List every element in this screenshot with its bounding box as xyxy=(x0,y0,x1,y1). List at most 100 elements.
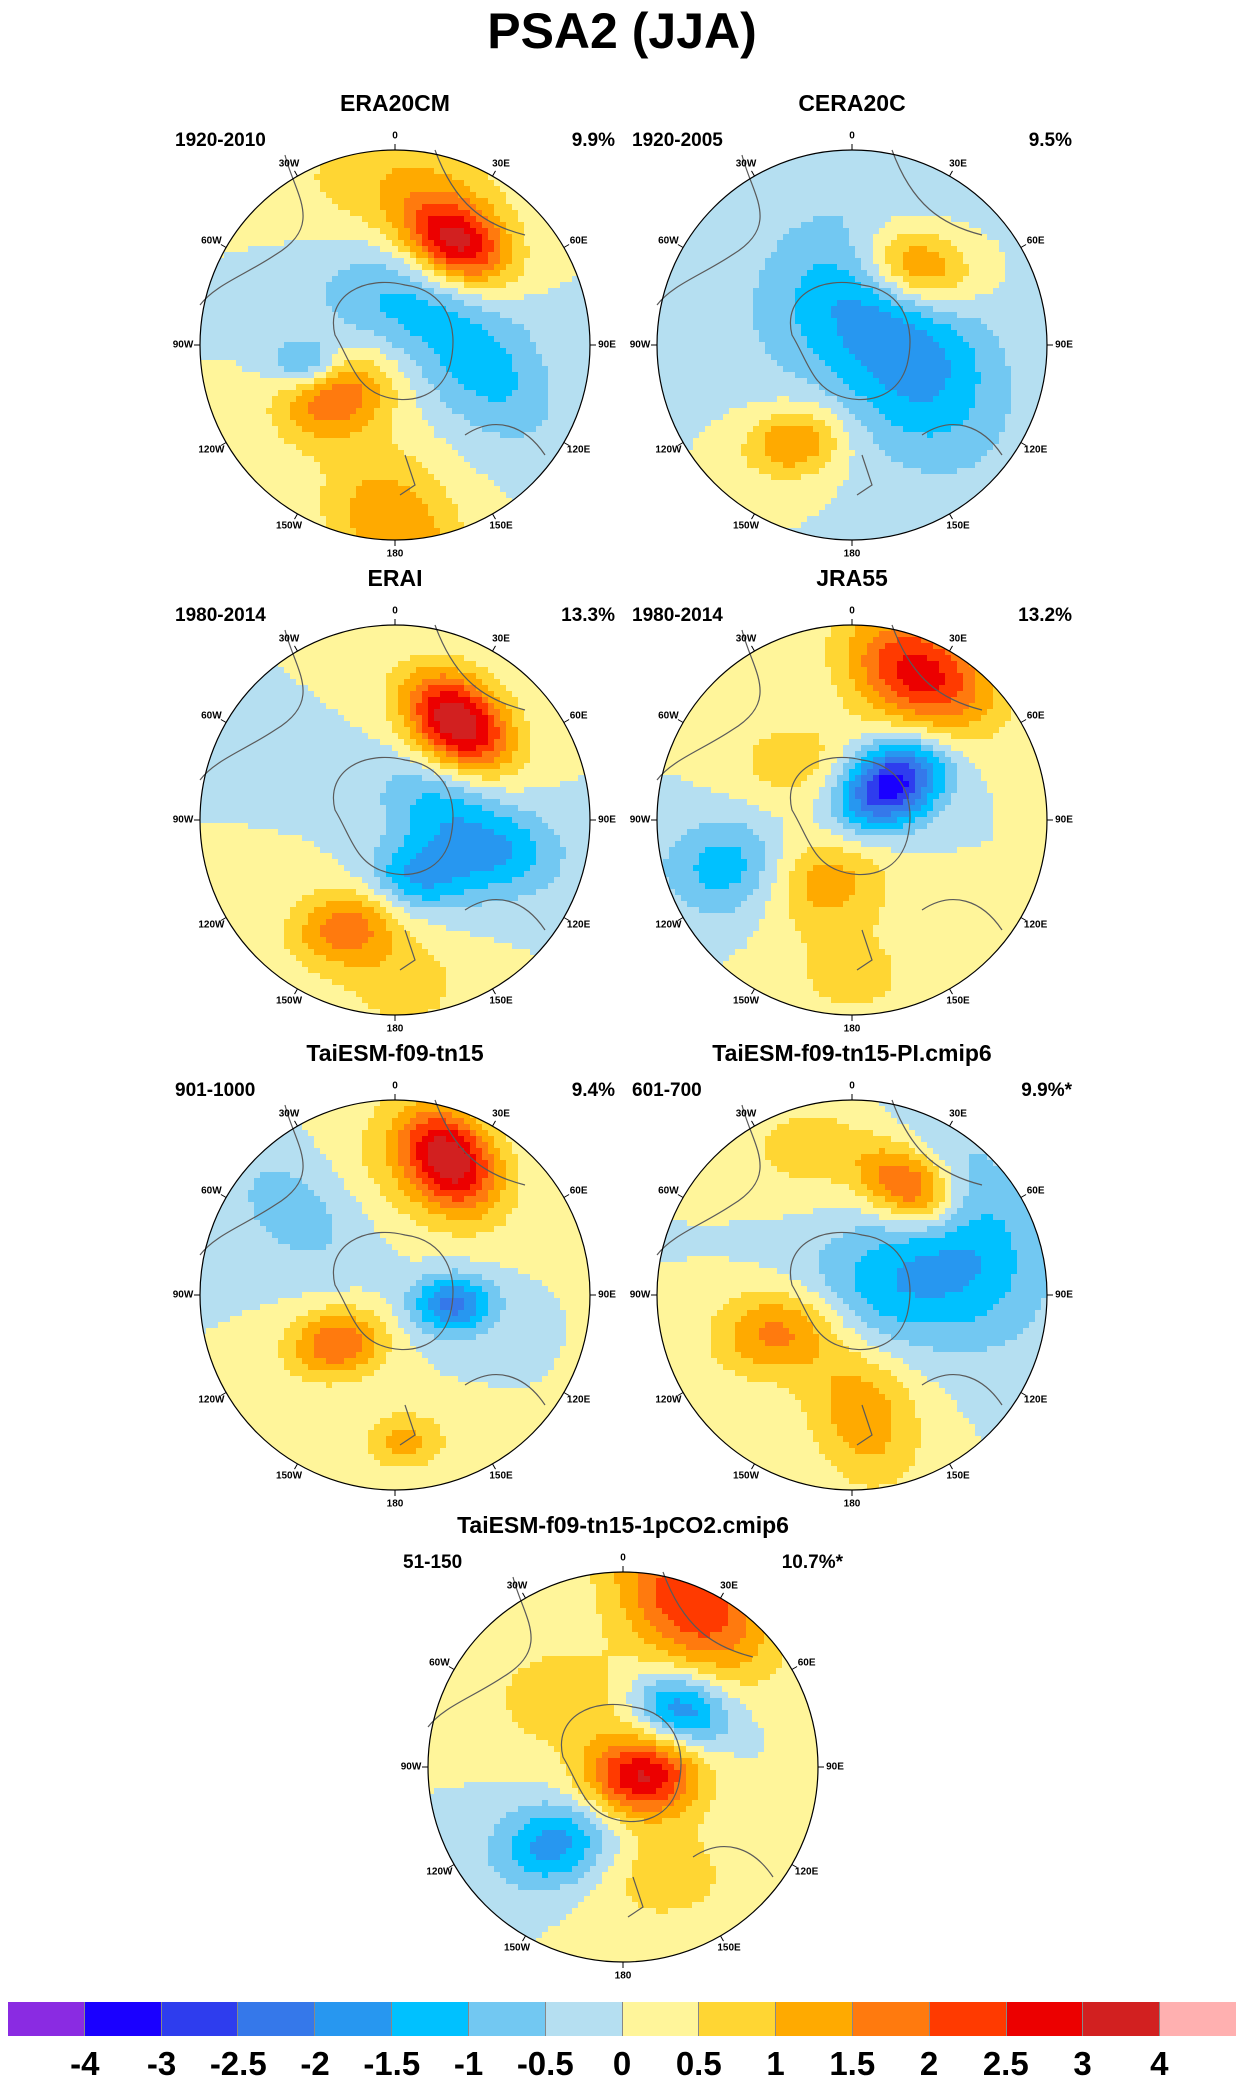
colorbar-tick-label: -2 xyxy=(300,2045,329,2083)
polar-map xyxy=(185,90,605,550)
lon-label: 150E xyxy=(489,1470,512,1481)
lon-label: 180 xyxy=(387,549,404,560)
lon-label: 60E xyxy=(1027,235,1045,246)
lon-label: 90E xyxy=(598,815,616,826)
lon-label: 60W xyxy=(201,710,222,721)
colorbar-tick-label: -4 xyxy=(70,2045,99,2083)
colorbar-swatch xyxy=(546,2002,623,2036)
lon-tick xyxy=(564,720,569,723)
lon-label: 120W xyxy=(655,919,681,930)
lon-tick xyxy=(950,646,953,651)
lon-label: 120E xyxy=(795,1866,818,1877)
lon-label: 120W xyxy=(198,1394,224,1405)
lon-label: 150W xyxy=(733,1470,759,1481)
lon-label: 60W xyxy=(429,1657,450,1668)
lon-label: 60E xyxy=(570,710,588,721)
lon-label: 60E xyxy=(1027,710,1045,721)
colorbar-tick-label: 4 xyxy=(1150,2045,1168,2083)
colorbar-tick-label: -0.5 xyxy=(517,2045,574,2083)
lon-label: 180 xyxy=(387,1499,404,1510)
lon-label: 180 xyxy=(844,1499,861,1510)
lon-label: 60W xyxy=(201,1185,222,1196)
figure-title: PSA2 (JJA) xyxy=(0,0,1244,62)
colorbar-swatch xyxy=(469,2002,546,2036)
lon-label: 90W xyxy=(630,815,651,826)
lon-tick xyxy=(493,514,496,519)
lon-label: 120E xyxy=(1024,919,1047,930)
lon-label: 90E xyxy=(1055,340,1073,351)
lon-tick xyxy=(950,1464,953,1469)
polar-map xyxy=(185,1040,605,1500)
lon-tick xyxy=(721,1936,724,1941)
lon-label: 30E xyxy=(949,159,967,170)
lon-label: 60E xyxy=(1027,1185,1045,1196)
lon-label: 120W xyxy=(655,444,681,455)
colorbar-tick-label: -2.5 xyxy=(210,2045,267,2083)
colorbar-tick-label: 3 xyxy=(1073,2045,1091,2083)
lon-label: 60E xyxy=(570,1185,588,1196)
lon-label: 0 xyxy=(849,131,855,142)
lon-label: 150E xyxy=(946,520,969,531)
lon-label: 180 xyxy=(844,1024,861,1035)
lon-tick xyxy=(1021,1195,1026,1198)
lon-label: 90E xyxy=(598,340,616,351)
colorbar-swatch xyxy=(776,2002,853,2036)
lon-label: 180 xyxy=(387,1024,404,1035)
lon-label: 30E xyxy=(492,1109,510,1120)
lon-label: 120E xyxy=(1024,1394,1047,1405)
lon-label: 150W xyxy=(276,520,302,531)
lon-label: 30W xyxy=(736,634,757,645)
lon-label: 90W xyxy=(173,815,194,826)
lon-label: 120E xyxy=(1024,444,1047,455)
polar-map xyxy=(185,565,605,1025)
colorbar-swatch xyxy=(1160,2002,1236,2036)
lon-tick xyxy=(752,171,755,176)
colorbar-swatch xyxy=(623,2002,700,2036)
lon-tick xyxy=(1021,720,1026,723)
lon-tick xyxy=(1021,245,1026,248)
colorbar-tick-label: 2 xyxy=(920,2045,938,2083)
polar-map xyxy=(642,565,1062,1025)
lon-tick xyxy=(752,989,755,994)
lon-label: 30E xyxy=(720,1581,738,1592)
lon-label: 60W xyxy=(658,235,679,246)
colorbar-tick-label: 0.5 xyxy=(676,2045,722,2083)
lon-tick xyxy=(752,646,755,651)
lon-label: 60W xyxy=(658,1185,679,1196)
lon-tick xyxy=(950,171,953,176)
lon-label: 90E xyxy=(598,1290,616,1301)
lon-label: 180 xyxy=(615,1971,632,1982)
lon-tick xyxy=(564,245,569,248)
lon-label: 0 xyxy=(620,1553,626,1564)
colorbar-tick-label: -1 xyxy=(454,2045,483,2083)
lon-label: 150E xyxy=(489,520,512,531)
colorbar-swatch xyxy=(853,2002,930,2036)
lon-label: 120W xyxy=(655,1394,681,1405)
lon-label: 60W xyxy=(658,710,679,721)
lon-label: 0 xyxy=(849,1081,855,1092)
lon-label: 150E xyxy=(717,1942,740,1953)
colorbar-swatch xyxy=(1007,2002,1084,2036)
lon-label: 30E xyxy=(949,1109,967,1120)
lon-label: 60W xyxy=(201,235,222,246)
lon-label: 60E xyxy=(798,1657,816,1668)
colorbar-swatch xyxy=(1083,2002,1160,2036)
lon-label: 150W xyxy=(276,1470,302,1481)
lon-label: 150W xyxy=(276,995,302,1006)
lon-tick xyxy=(950,1121,953,1126)
lon-label: 150W xyxy=(733,520,759,531)
colorbar-swatch xyxy=(8,2002,85,2036)
lon-tick xyxy=(493,989,496,994)
lon-tick xyxy=(493,1121,496,1126)
lon-tick xyxy=(493,646,496,651)
lon-label: 150E xyxy=(489,995,512,1006)
lon-tick xyxy=(493,171,496,176)
lon-label: 120W xyxy=(198,444,224,455)
lon-label: 150W xyxy=(733,995,759,1006)
lon-label: 30E xyxy=(492,634,510,645)
lon-tick xyxy=(564,1195,569,1198)
lon-label: 30E xyxy=(492,159,510,170)
lon-label: 0 xyxy=(849,606,855,617)
